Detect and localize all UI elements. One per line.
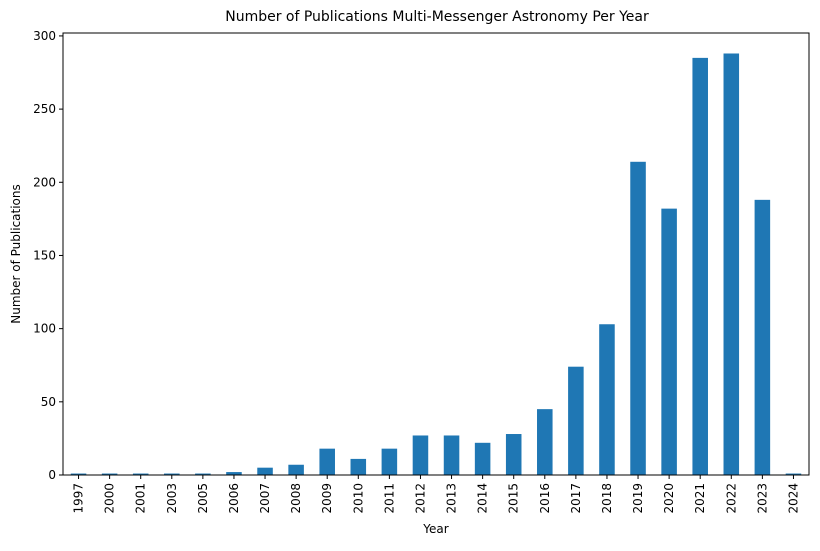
bar-2019 — [630, 161, 646, 476]
bar-2024 — [785, 473, 802, 475]
x-tick-label: 2015 — [507, 483, 521, 514]
x-tick-label: 2003 — [165, 483, 179, 514]
bar-2008 — [288, 464, 304, 475]
x-tick-label: 2008 — [289, 483, 303, 514]
x-tick-label: 2023 — [755, 483, 769, 514]
bar-2005 — [195, 473, 211, 475]
bar-2006 — [226, 472, 242, 475]
bar-1997 — [70, 473, 87, 475]
x-tick-label: 2005 — [196, 483, 210, 514]
x-tick-label: 2021 — [693, 483, 707, 514]
x-tick-label: 2011 — [382, 483, 396, 514]
bar-2013 — [443, 435, 460, 475]
x-tick-label: 2014 — [476, 483, 490, 514]
bar-2023 — [754, 199, 771, 475]
plot-frame — [62, 32, 810, 476]
bar-2012 — [412, 435, 429, 475]
x-tick-label: 1997 — [72, 483, 86, 514]
chart-title: Number of Publications Multi-Messenger A… — [225, 9, 649, 25]
x-tick-label: 2012 — [413, 483, 427, 514]
bar-2003 — [164, 473, 180, 475]
bar-2018 — [599, 324, 615, 475]
x-tick-label: 2018 — [600, 483, 614, 514]
bar-2016 — [537, 409, 553, 475]
y-axis-title: Number of Publications — [9, 184, 23, 324]
x-tick-label: 2009 — [320, 483, 334, 514]
bar-2020 — [661, 208, 677, 475]
bar-2007 — [257, 467, 273, 475]
y-tick-label: 150 — [33, 248, 56, 262]
x-tick-label: 2020 — [662, 483, 676, 514]
x-tick-label: 2017 — [569, 483, 583, 514]
y-tick-label: 50 — [41, 395, 56, 409]
bar-2010 — [350, 458, 367, 475]
x-tick-label: 2007 — [258, 483, 272, 514]
x-axis: 1997 2000 2001 2003 2005 2006 2007 2008 2009 2010… — [72, 475, 800, 514]
bar-2011 — [381, 448, 398, 475]
x-tick-label: 2022 — [724, 483, 738, 514]
bar-2017 — [568, 366, 584, 475]
y-tick-label: 250 — [33, 102, 56, 116]
bar-2009 — [319, 448, 335, 475]
bars — [70, 53, 802, 476]
bar-2015 — [505, 434, 522, 475]
y-tick-label: 100 — [33, 322, 56, 336]
bar-2000 — [101, 473, 118, 475]
bar-2001 — [132, 473, 149, 475]
x-tick-label: 2024 — [786, 483, 800, 514]
y-tick-label: 0 — [48, 468, 56, 482]
bar-2014 — [474, 442, 491, 475]
x-tick-label: 2019 — [631, 483, 645, 514]
x-tick-label: 2001 — [134, 483, 148, 514]
x-tick-label: 2016 — [538, 483, 552, 514]
x-tick-label: 2013 — [445, 483, 459, 514]
x-axis-title: Year — [422, 522, 448, 536]
y-tick-label: 300 — [33, 29, 56, 43]
x-tick-label: 2006 — [227, 483, 241, 514]
bar-2022 — [723, 53, 740, 476]
y-axis: 0 50 100 150 200 250 300 — [33, 29, 63, 482]
x-tick-label: 2000 — [103, 483, 117, 514]
y-tick-label: 200 — [33, 175, 56, 189]
x-tick-label: 2010 — [351, 483, 365, 514]
bar-2021 — [692, 57, 708, 475]
